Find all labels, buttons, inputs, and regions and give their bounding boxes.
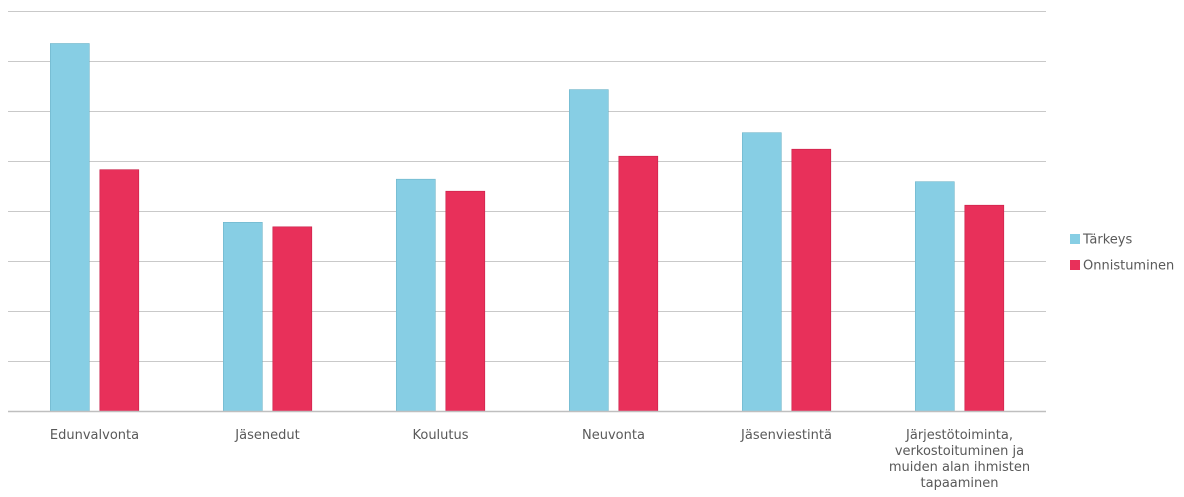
x-tick-label: Järjestötoiminta, verkostoituminen ja muid… [889,428,1030,491]
bar-tärkeys-1 [49,43,90,412]
bars [49,43,1005,412]
legend-swatch-tärkeys [1070,234,1080,244]
bar-tärkeys-4 [568,89,609,412]
legend: Tärkeys Onnistuminen [1070,233,1174,274]
x-tick-label: Koulutus [412,428,468,443]
gridlines [8,11,1046,362]
legend-label-onnistuminen: Onnistuminen [1083,259,1174,274]
bar-tärkeys-5 [741,132,782,412]
x-axis-labels: Edunvalvonta Jäsenedut Koulutus Neuvonta Jäs… [50,428,1030,491]
x-tick-label: Jäsenedut [234,428,299,443]
x-tick-label: Jäsenviestintä [740,428,832,443]
legend-swatch-onnistuminen [1070,260,1080,270]
bar-onnistuminen-1 [99,169,140,412]
bar-tärkeys-3 [395,178,436,412]
bar-onnistuminen-3 [445,190,486,412]
bar-onnistuminen-5 [791,148,832,412]
bar-onnistuminen-2 [272,226,313,412]
bar-onnistuminen-4 [618,155,659,412]
bar-tärkeys-6 [914,181,955,412]
bar-tärkeys-2 [223,222,263,412]
x-tick-label: Neuvonta [582,428,645,443]
legend-label-tärkeys: Tärkeys [1082,233,1132,248]
x-tick-label: Edunvalvonta [50,428,139,443]
bar-onnistuminen-6 [964,204,1005,412]
